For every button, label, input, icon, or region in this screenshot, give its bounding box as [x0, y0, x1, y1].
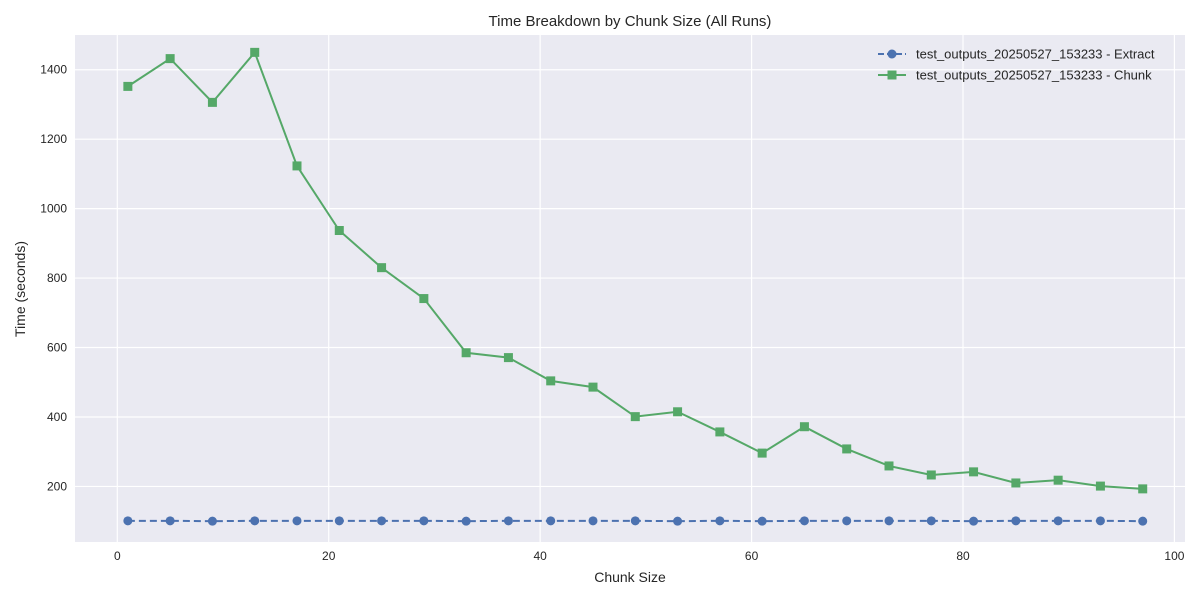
- data-point: [166, 516, 175, 525]
- data-point: [419, 516, 428, 525]
- y-axis-ticks: 200 400 600 800 1000 1200 1400: [40, 63, 67, 494]
- data-point: [208, 98, 217, 107]
- data-point: [123, 82, 132, 91]
- data-point: [969, 517, 978, 526]
- y-tick-label: 600: [47, 341, 67, 355]
- y-tick-label: 400: [47, 410, 67, 424]
- data-point: [842, 444, 851, 453]
- data-point: [166, 54, 175, 63]
- data-point: [715, 516, 724, 525]
- data-point: [546, 376, 555, 385]
- data-point: [293, 161, 302, 170]
- legend-item: test_outputs_20250527_153233 - Chunk: [878, 68, 1152, 83]
- data-point: [208, 517, 217, 526]
- x-tick-label: 0: [114, 549, 121, 563]
- data-point: [927, 470, 936, 479]
- x-axis-ticks: 0 20 40 60 80 100: [114, 549, 1185, 563]
- data-point: [293, 516, 302, 525]
- data-point: [123, 516, 132, 525]
- data-point: [842, 516, 851, 525]
- data-point: [758, 449, 767, 458]
- data-point: [631, 516, 640, 525]
- data-point: [377, 263, 386, 272]
- data-point: [1096, 516, 1105, 525]
- data-point: [885, 516, 894, 525]
- data-point: [1138, 517, 1147, 526]
- data-point: [1011, 516, 1020, 525]
- data-point: [504, 353, 513, 362]
- x-axis-label: Chunk Size: [594, 569, 666, 585]
- x-tick-label: 80: [956, 549, 970, 563]
- data-point: [546, 516, 555, 525]
- data-point: [250, 516, 259, 525]
- data-point: [335, 226, 344, 235]
- data-point: [800, 516, 809, 525]
- plot-area: [75, 35, 1185, 542]
- legend-label: test_outputs_20250527_153233 - Chunk: [916, 68, 1152, 83]
- legend-label: test_outputs_20250527_153233 - Extract: [916, 47, 1155, 62]
- legend-marker: [888, 50, 897, 59]
- x-tick-label: 60: [745, 549, 759, 563]
- data-point: [1096, 482, 1105, 491]
- data-point: [504, 516, 513, 525]
- data-point: [758, 517, 767, 526]
- data-point: [1054, 516, 1063, 525]
- chart-title: Time Breakdown by Chunk Size (All Runs): [489, 13, 772, 30]
- data-point: [927, 516, 936, 525]
- y-tick-label: 800: [47, 271, 67, 285]
- y-axis-label: Time (seconds): [12, 241, 28, 337]
- data-point: [419, 294, 428, 303]
- x-tick-label: 100: [1164, 549, 1184, 563]
- data-point: [589, 383, 598, 392]
- data-point: [335, 516, 344, 525]
- data-point: [631, 412, 640, 421]
- x-tick-label: 40: [533, 549, 547, 563]
- y-tick-label: 1200: [40, 132, 67, 146]
- legend-marker: [888, 71, 897, 80]
- data-point: [673, 407, 682, 416]
- legend-item: test_outputs_20250527_153233 - Extract: [878, 47, 1155, 62]
- y-tick-label: 1400: [40, 63, 67, 77]
- data-point: [800, 422, 809, 431]
- data-point: [462, 348, 471, 357]
- data-point: [250, 48, 259, 57]
- data-point: [969, 467, 978, 476]
- y-tick-label: 1000: [40, 202, 67, 216]
- y-tick-label: 200: [47, 479, 67, 493]
- data-point: [1054, 476, 1063, 485]
- data-point: [885, 461, 894, 470]
- data-point: [673, 517, 682, 526]
- data-point: [715, 427, 724, 436]
- data-point: [462, 517, 471, 526]
- data-point: [1138, 484, 1147, 493]
- data-point: [377, 516, 386, 525]
- data-point: [1011, 478, 1020, 487]
- x-tick-label: 20: [322, 549, 336, 563]
- data-point: [589, 516, 598, 525]
